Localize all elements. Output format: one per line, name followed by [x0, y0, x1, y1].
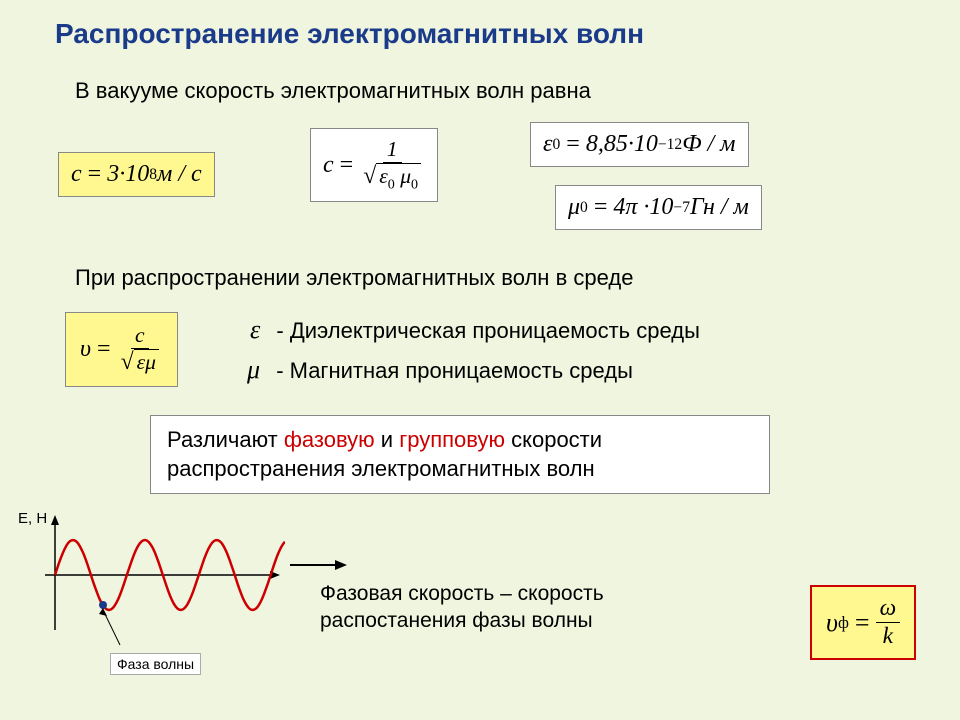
formula-c-value: c = 3·108 м / с [58, 152, 215, 197]
unit: Ф / м [682, 131, 735, 158]
formula-mu0: μ0 = 4π ·10−7 Гн / м [555, 185, 762, 230]
callout-phase-group: Различают фазовую и групповую скорости р… [150, 415, 770, 494]
formula-phase-velocity: υф = ω k [810, 585, 916, 660]
formula-eps0: ε0 = 8,85·10−12 Ф / м [530, 122, 749, 167]
phase-def-line2: распостанения фазы волны [320, 609, 593, 632]
sym: ε [543, 131, 552, 158]
unit: м / с [157, 161, 202, 188]
callout-pre: Различают [167, 427, 284, 452]
formula-v-medium: υ = c √εμ [65, 312, 178, 387]
epsilon-symbol: ε [250, 315, 260, 344]
lhs: c [71, 161, 82, 188]
numerator: ω [876, 595, 901, 623]
sym: μ [568, 194, 580, 221]
denominator: k [879, 623, 897, 650]
sqrt-body: εμ [134, 349, 159, 375]
def-mu: μ - Магнитная проницаемость среды [247, 355, 633, 385]
callout-post: скорости [505, 427, 602, 452]
exp: 8 [149, 166, 157, 184]
sub: ф [838, 613, 849, 633]
formula-c-fraction: c = 1 √ε0 μ0 [310, 128, 438, 202]
unit: Гн / м [690, 194, 749, 221]
def-epsilon-text: - Диэлектрическая проницаемость среды [276, 318, 700, 343]
mu-symbol: μ [247, 355, 260, 384]
rhs: 8,85·10 [586, 131, 658, 158]
wave-phase-label: Фаза волны [110, 653, 201, 675]
rhs: 3·10 [107, 161, 149, 188]
sub: 0 [580, 199, 588, 217]
subtitle-vacuum: В вакууме скорость электромагнитных волн… [75, 78, 591, 104]
callout-word1: фазовую [284, 427, 375, 452]
arrow-right-icon [285, 555, 355, 575]
phase-def-line1: Фазовая скорость – скорость [320, 582, 604, 605]
def-epsilon: ε - Диэлектрическая проницаемость среды [250, 315, 700, 345]
exp: −12 [658, 136, 682, 154]
exp: −7 [673, 199, 690, 217]
wave-diagram [25, 510, 285, 650]
sub: 0 [552, 136, 560, 154]
lhs: υ [80, 336, 91, 363]
callout-line2: распространения электромагнитных волн [167, 456, 595, 481]
lhs: c [323, 152, 334, 179]
numerator: 1 [383, 137, 402, 163]
callout-word2: групповую [399, 427, 505, 452]
lhs: υ [826, 608, 838, 638]
page-title: Распространение электромагнитных волн [55, 18, 644, 50]
rhs: 4π ·10 [613, 194, 673, 221]
def-mu-text: - Магнитная проницаемость среды [276, 358, 633, 383]
phase-velocity-def: Фазовая скорость – скорость распостанени… [320, 580, 604, 635]
callout-mid: и [375, 427, 400, 452]
numerator: c [131, 323, 149, 349]
subtitle-medium: При распространении электромагнитных вол… [75, 265, 633, 291]
